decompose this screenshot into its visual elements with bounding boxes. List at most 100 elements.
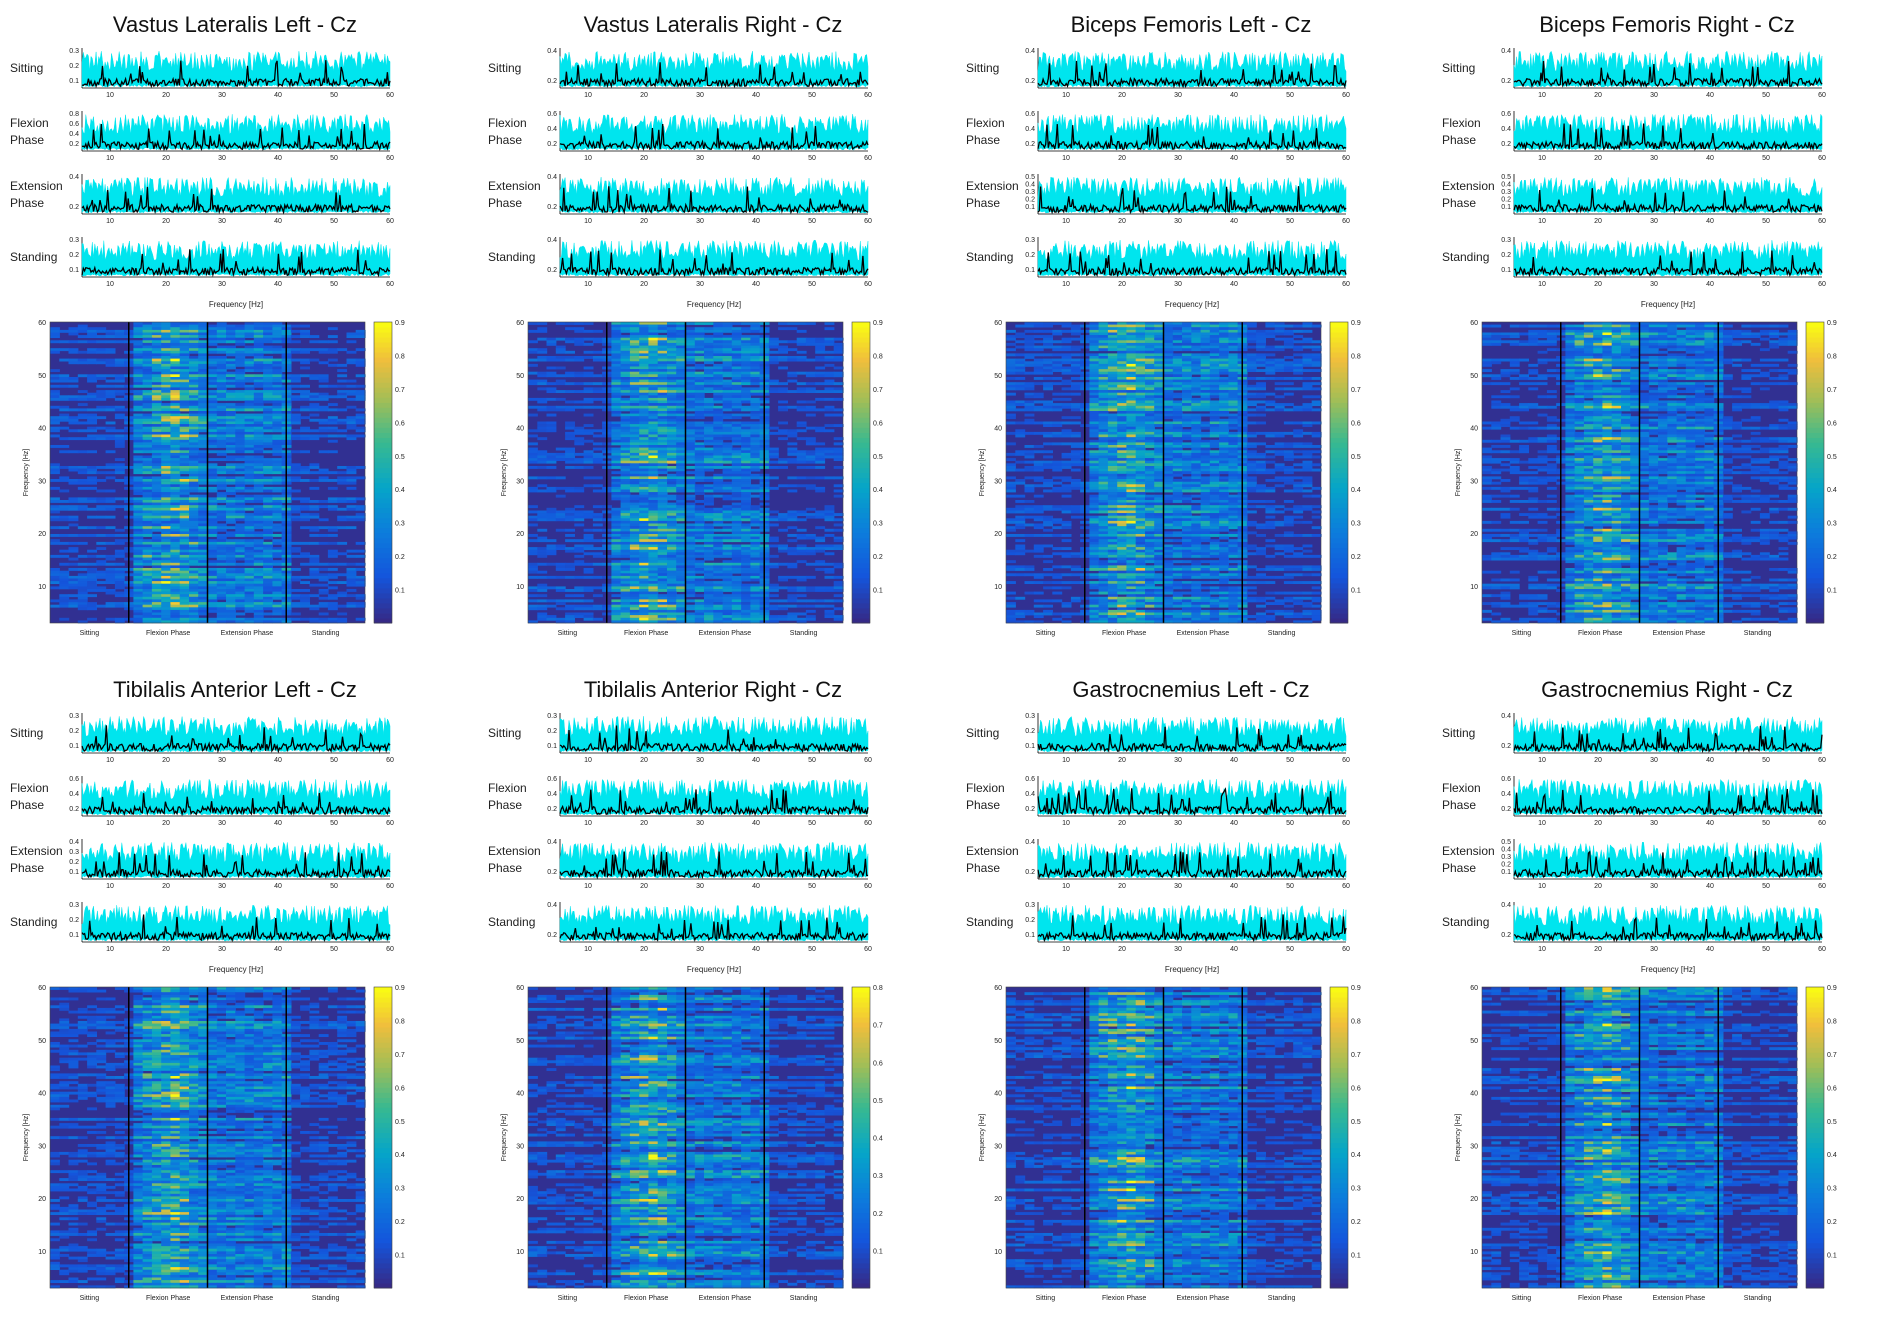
- heatmap-cell: [198, 382, 208, 385]
- heatmap-cell: [180, 487, 190, 490]
- heatmap-cell: [356, 335, 366, 338]
- heatmap-cell: [713, 416, 723, 419]
- heatmap-cell: [180, 440, 190, 443]
- heatmap-cell: [226, 539, 236, 542]
- heatmap-cell: [245, 340, 255, 343]
- heatmap-cell: [584, 406, 594, 409]
- y-tick-label: 0.2: [547, 267, 557, 274]
- heatmap-cell: [621, 537, 631, 540]
- heatmap-cell: [106, 500, 116, 503]
- heatmap-cell: [69, 429, 79, 432]
- heatmap-cell: [630, 558, 640, 561]
- heatmap-cell: [254, 513, 264, 516]
- heatmap-cell: [198, 560, 208, 563]
- heatmap-cell: [825, 356, 835, 359]
- heatmap-cell: [254, 461, 264, 464]
- heatmap-cell: [170, 367, 180, 370]
- heatmap-cell: [152, 369, 162, 372]
- heatmap-cell: [300, 597, 310, 600]
- heatmap-cell: [713, 327, 723, 330]
- heatmap-cell: [226, 563, 236, 566]
- heatmap-cell: [189, 479, 199, 482]
- heatmap-cell: [797, 484, 807, 487]
- heatmap-cell: [208, 576, 218, 579]
- heatmap-cell: [226, 377, 236, 380]
- heatmap-cell: [547, 518, 557, 521]
- heatmap-cell: [825, 453, 835, 456]
- heatmap-cell: [189, 508, 199, 511]
- heatmap-cell: [741, 453, 751, 456]
- heatmap-cell: [676, 435, 686, 438]
- heatmap-cell: [235, 385, 245, 388]
- heatmap-cell: [630, 565, 640, 568]
- heatmap-cell: [143, 547, 153, 550]
- heatmap-cell: [584, 450, 594, 453]
- heatmap-cell: [133, 432, 143, 435]
- heatmap-cell: [347, 359, 357, 362]
- heatmap-cell: [133, 445, 143, 448]
- heatmap-cell: [769, 487, 779, 490]
- heatmap-cell: [189, 511, 199, 514]
- heatmap-cell: [198, 469, 208, 472]
- heatmap-cell: [319, 427, 329, 430]
- heatmap-cell: [263, 568, 273, 571]
- heatmap-cell: [347, 584, 357, 587]
- heatmap-cell: [621, 427, 631, 430]
- heatmap-cell: [226, 458, 236, 461]
- heatmap-cell: [611, 550, 621, 553]
- heatmap-cell: [189, 458, 199, 461]
- heatmap-cell: [723, 445, 733, 448]
- heatmap-cell: [272, 586, 282, 589]
- heatmap-cell: [713, 511, 723, 514]
- heatmap-cell: [750, 539, 760, 542]
- heatmap-cell: [713, 372, 723, 375]
- heatmap-cell: [235, 602, 245, 605]
- heatmap-cell: [152, 526, 162, 529]
- heatmap-cell: [565, 422, 575, 425]
- heatmap-cell: [245, 516, 255, 519]
- heatmap-cell: [189, 387, 199, 390]
- heatmap-cell: [115, 390, 125, 393]
- heatmap-cell: [198, 482, 208, 485]
- heatmap-cell: [704, 555, 714, 558]
- heatmap-cell: [180, 568, 190, 571]
- heatmap-cell: [235, 589, 245, 592]
- heatmap-cell: [226, 406, 236, 409]
- heatmap-cell: [309, 584, 319, 587]
- heatmap-cell: [235, 555, 245, 558]
- heatmap-cell: [648, 565, 658, 568]
- heatmap-cell: [695, 416, 705, 419]
- heatmap-cell: [180, 456, 190, 459]
- heatmap-cell: [741, 374, 751, 377]
- heatmap-cell: [245, 374, 255, 377]
- heatmap-cell: [180, 555, 190, 558]
- heatmap-cell: [226, 607, 236, 610]
- heatmap-cell: [254, 422, 264, 425]
- heatmap-cell: [133, 343, 143, 346]
- heatmap-cell: [115, 552, 125, 555]
- heatmap-cell: [152, 372, 162, 375]
- heatmap-cell: [704, 508, 714, 511]
- heatmap-cell: [254, 377, 264, 380]
- heatmap-cell: [254, 615, 264, 618]
- heatmap-cell: [263, 372, 273, 375]
- heatmap-cell: [565, 529, 575, 532]
- heatmap-cell: [69, 500, 79, 503]
- heatmap-cell: [695, 387, 705, 390]
- heatmap-cell: [806, 390, 816, 393]
- heatmap-cell: [658, 445, 668, 448]
- heatmap-cell: [59, 526, 69, 529]
- heatmap-cell: [787, 372, 797, 375]
- heatmap-cell: [337, 581, 347, 584]
- heatmap-cell: [133, 584, 143, 587]
- heatmap-cell: [547, 513, 557, 516]
- heatmap-cell: [639, 571, 649, 574]
- heatmap-cell: [309, 335, 319, 338]
- heatmap-cell: [189, 429, 199, 432]
- heatmap-cell: [611, 442, 621, 445]
- heatmap-cell: [189, 364, 199, 367]
- heatmap-cell: [695, 442, 705, 445]
- heatmap-cell: [143, 343, 153, 346]
- heatmap-cell: [750, 390, 760, 393]
- heatmap-cell: [648, 550, 658, 553]
